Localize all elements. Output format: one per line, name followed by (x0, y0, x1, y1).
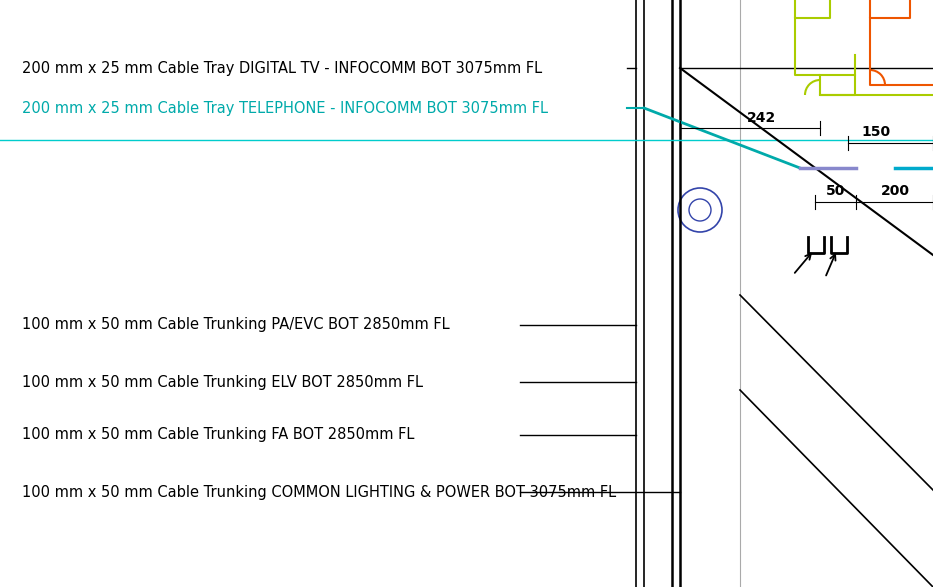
Text: 100 mm x 50 mm Cable Trunking COMMON LIGHTING & POWER BOT 3075mm FL: 100 mm x 50 mm Cable Trunking COMMON LIG… (22, 484, 616, 500)
Text: 200 mm x 25 mm Cable Tray TELEPHONE - INFOCOMM BOT 3075mm FL: 200 mm x 25 mm Cable Tray TELEPHONE - IN… (22, 100, 548, 116)
Text: 150: 150 (861, 125, 891, 139)
Text: 200: 200 (881, 184, 910, 198)
Text: 100 mm x 50 mm Cable Trunking ELV BOT 2850mm FL: 100 mm x 50 mm Cable Trunking ELV BOT 28… (22, 375, 423, 390)
Text: 200 mm x 25 mm Cable Tray DIGITAL TV - INFOCOMM BOT 3075mm FL: 200 mm x 25 mm Cable Tray DIGITAL TV - I… (22, 60, 542, 76)
Text: 50: 50 (827, 184, 845, 198)
Text: 100 mm x 50 mm Cable Trunking PA/EVC BOT 2850mm FL: 100 mm x 50 mm Cable Trunking PA/EVC BOT… (22, 318, 450, 332)
Text: 242: 242 (747, 111, 776, 125)
Text: 100 mm x 50 mm Cable Trunking FA BOT 2850mm FL: 100 mm x 50 mm Cable Trunking FA BOT 285… (22, 427, 414, 443)
